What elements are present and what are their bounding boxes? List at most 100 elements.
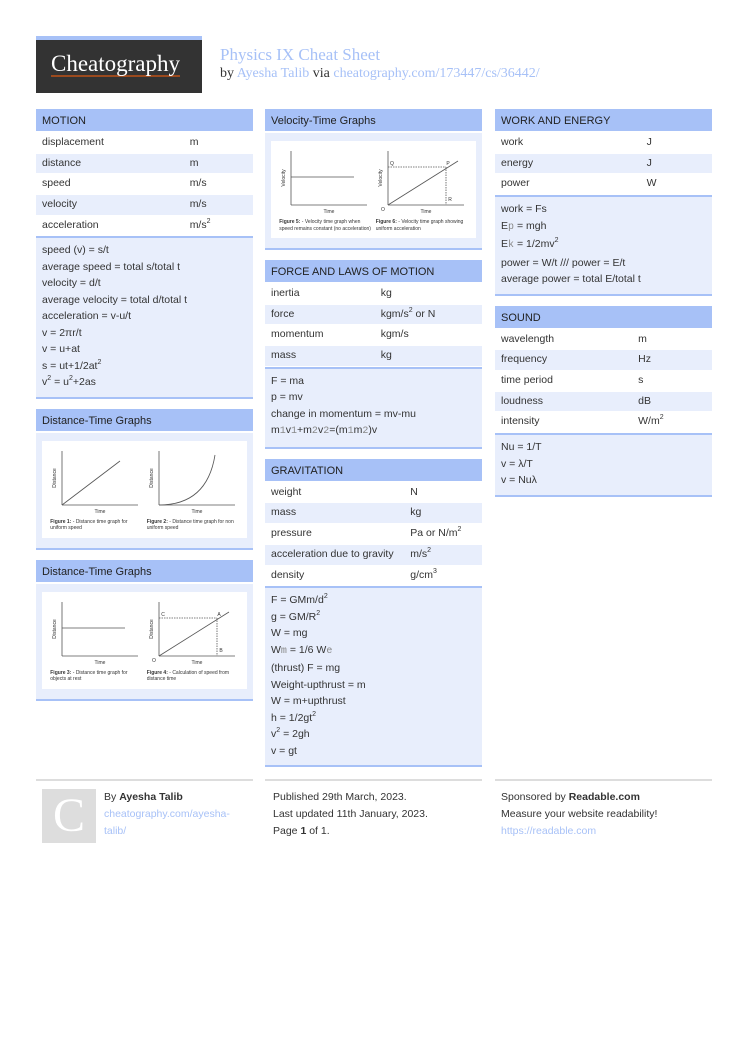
figure-caption: Figure 5: - Velocity time graph when spe… (279, 219, 371, 232)
sponsor-link[interactable]: https://readable.com (501, 825, 597, 837)
x-axis-label: Time (95, 509, 106, 515)
row-key: mass (271, 506, 297, 519)
formula: W = m+upthrust (271, 695, 346, 708)
row-key: distance (42, 156, 82, 169)
figure-caption: Figure 3: - Distance time graph for obje… (50, 669, 128, 683)
author-link[interactable]: Ayesha Talib (236, 66, 310, 81)
formula: v = λ/T (501, 457, 533, 470)
figure-caption: Figure 2: - Distance time graph for non … (146, 518, 234, 532)
section-motion: MOTION displacement m distance m speed m/s velo… (36, 109, 253, 399)
formula: v = u+at (42, 343, 80, 356)
point-label: O (152, 658, 156, 664)
row-value: m (638, 332, 647, 345)
formula-list: F = ma p = mv change in momentum = mv-mu m1… (265, 366, 482, 447)
footer-author: C By Ayesha Talib cheatography.com/ayesh… (36, 779, 253, 849)
row-key: time period (501, 373, 553, 386)
point-label: C (161, 612, 165, 618)
formula: work = Fs (501, 203, 547, 216)
point-label: A (217, 612, 221, 618)
formula-list: Nu = 1/T v = λ/T v = Nuλ (495, 433, 712, 495)
section-force-and-laws-of-motion: FORCE AND LAWS OF MOTION inertia kg force kg… (265, 260, 482, 449)
graph-curve: Distance Time (149, 450, 235, 515)
column-1: MOTION displacement m distance m speed m/s velo… (36, 109, 253, 711)
row-key: inertia (271, 287, 300, 299)
section-table: wavelength m frequency Hz time period s loudne… (495, 329, 712, 433)
y-axis-label: Distance (149, 468, 155, 488)
figure-caption: Figure 1: - Distance time graph for unif… (50, 518, 128, 532)
row-value: Hz (638, 353, 651, 366)
y-axis-label: Distance (52, 468, 58, 488)
sheet-url-link[interactable]: cheatography.com/173447/cs/36442/ (333, 66, 540, 81)
section-table: inertia kg force kgm/s2 or N momentum kgm/s ma… (265, 284, 482, 367)
table-row: time period s (495, 370, 712, 392)
graph-line: Distance Time (52, 450, 139, 515)
table-row: weight N (265, 482, 482, 504)
table-row: power W (495, 174, 712, 196)
author-profile-link[interactable]: cheatography.com/ayesha-talib/ (104, 808, 230, 837)
formula: (thrust) F = mg (271, 662, 341, 675)
table-row: frequency Hz (495, 350, 712, 371)
row-value: W/m2 (638, 414, 664, 428)
row-value: kg (410, 506, 422, 519)
y-axis-label: Velocity (378, 169, 384, 187)
formula: speed (v) = s/t (42, 244, 109, 257)
table-row: displacement m (36, 133, 253, 154)
row-key: frequency (501, 353, 548, 366)
x-axis-label: Time (191, 660, 202, 666)
formula: Weight-upthrust = m (271, 678, 366, 691)
formula: W = mg (271, 627, 308, 640)
table-row: work J (495, 133, 712, 154)
avatar: C (42, 789, 96, 843)
figure-image: Velocity Time Figure 5: - Velocity time gr… (271, 141, 476, 238)
row-key: intensity (501, 415, 540, 428)
page-number: Page 1 of 1. (273, 825, 330, 837)
formula: g = GM/R2 (271, 609, 321, 623)
graph-curve (158, 454, 216, 506)
row-value: m/s2 (410, 546, 432, 560)
figure: Distance Time Figure 1: - Distance time gr… (50, 447, 142, 532)
table-row: density g/cm3 (265, 565, 482, 587)
table-row: mass kg (265, 346, 482, 367)
table-row: mass kg (265, 503, 482, 525)
section-header: Velocity-Time Graphs (265, 109, 482, 133)
row-value: kgm/s (380, 328, 409, 341)
table-row: distance m (36, 153, 253, 175)
table-row: wavelength m (495, 329, 712, 351)
section-sound: SOUND wavelength m frequency Hz time period s l… (495, 305, 712, 497)
figure: Distance Time Figure 2: - Distance time gr… (147, 447, 239, 532)
point-label: R (448, 197, 452, 203)
row-value: s (638, 373, 644, 386)
formula: v = Nuλ (501, 474, 537, 486)
formula: v2 = 2gh (271, 727, 310, 741)
section-distance-time-graphs: Distance-Time Graphs Distance Time Figure 3… (36, 559, 253, 701)
row-value: m/s (189, 198, 207, 211)
table-row: momentum kgm/s (265, 325, 482, 347)
row-key: displacement (42, 136, 104, 148)
formula: Wm = 1/6 We (271, 643, 333, 657)
formula: change in momentum = mv-mu (271, 407, 417, 420)
formula: power = W/t /// power = E/t (501, 256, 626, 269)
row-key: work (501, 136, 524, 148)
section-velocity-time-graphs: Velocity-Time Graphs Velocity Time Figure 5… (265, 109, 482, 250)
row-value: N (410, 485, 418, 498)
row-key: power (501, 177, 530, 190)
cheatography-logo[interactable]: Cheatography (36, 36, 202, 93)
footer-sponsor: Sponsored by Readable.com Measure your w… (495, 779, 712, 840)
x-axis-label: Time (420, 209, 431, 215)
graph-line (62, 460, 121, 506)
formula: v = 2πr/t (42, 326, 82, 339)
row-key: acceleration due to gravity (271, 547, 394, 560)
section-header: Distance-Time Graphs (36, 408, 253, 433)
row-key: mass (271, 349, 297, 362)
table-row: acceleration m/s2 (36, 215, 253, 237)
figure-image: Distance Time Figure 3: - Distance time gr… (42, 591, 247, 689)
x-axis-label: Time (95, 660, 106, 666)
row-value: Pa or N/m2 (410, 526, 462, 540)
formula: average velocity = total d/total t (42, 293, 188, 306)
row-key: acceleration (42, 218, 99, 231)
formula-list: F = GMm/d2 g = GM/R2 W = mg Wm = 1/6 We (thr… (265, 586, 482, 766)
table-row: loudness dB (495, 391, 712, 413)
figure: Velocity Time Figure 5: - Velocity time gr… (279, 147, 371, 232)
